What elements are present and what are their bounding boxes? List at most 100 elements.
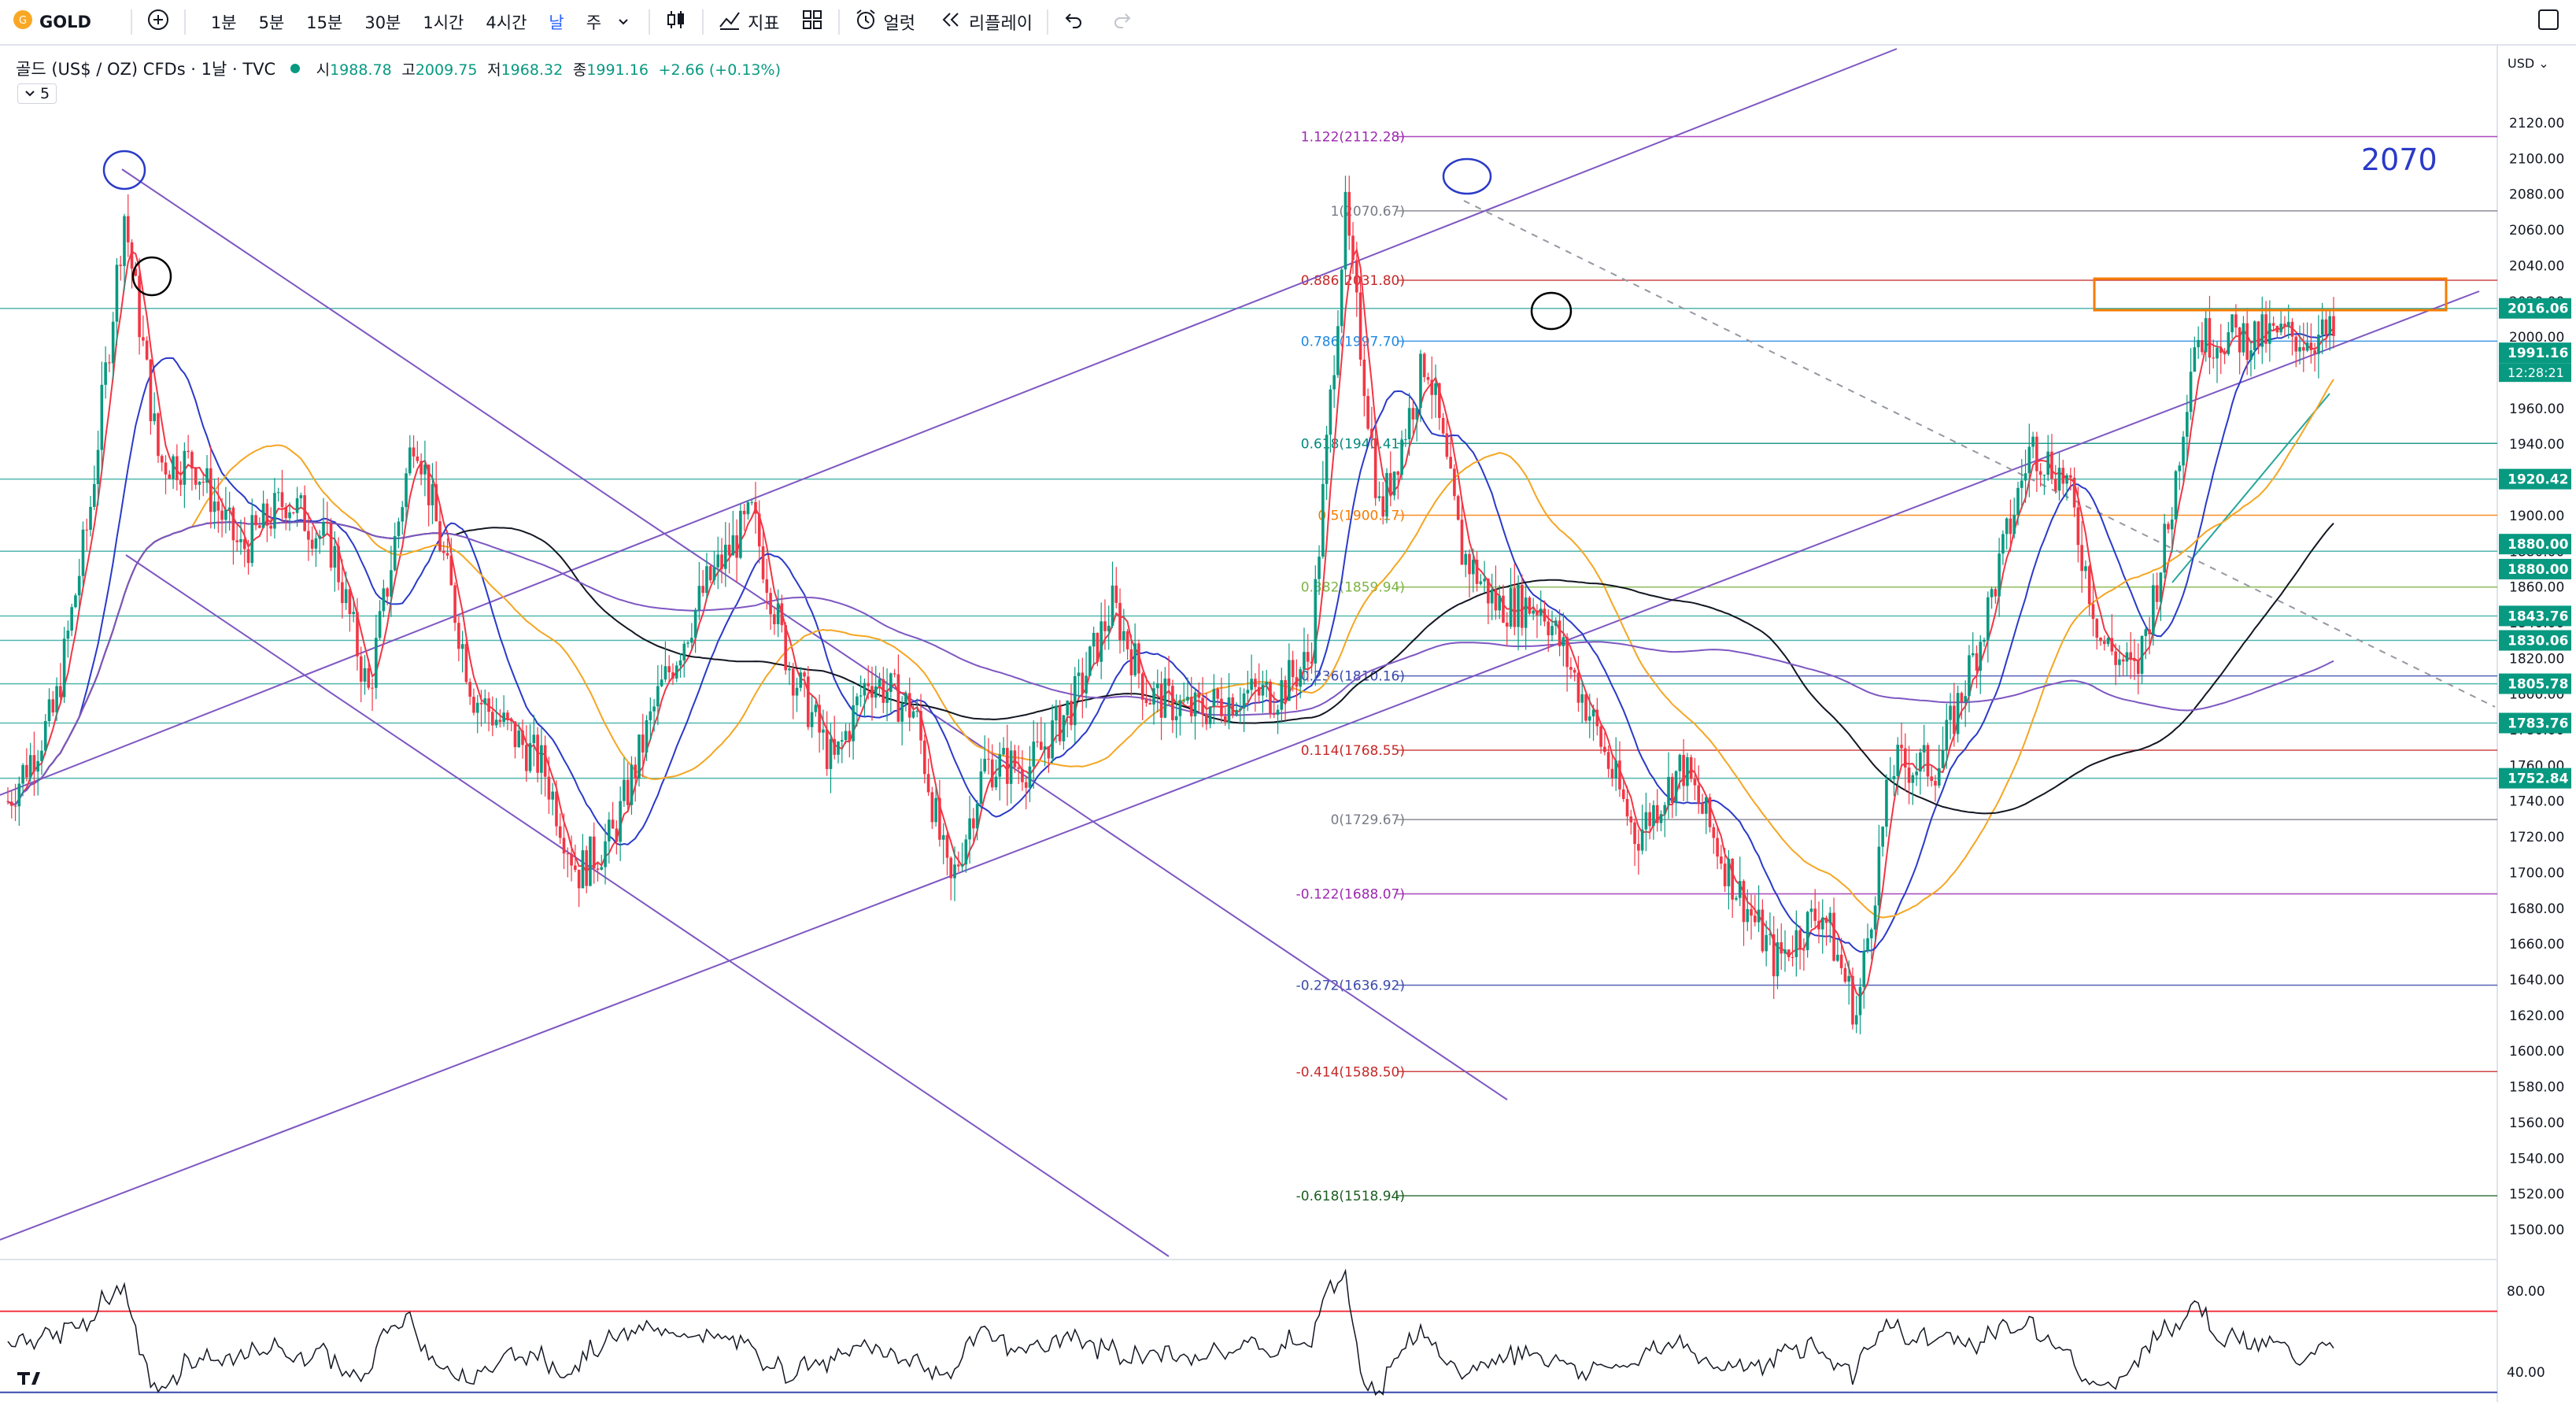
compare-button[interactable] <box>146 0 170 44</box>
candle-body <box>1945 719 1949 750</box>
price-label-1: 1991.16 <box>2508 346 2568 361</box>
replay-button[interactable]: 리플레이 <box>939 0 1033 44</box>
candle-body <box>445 553 449 556</box>
candle-body <box>1772 934 1776 977</box>
candle-body <box>1434 383 1437 395</box>
candle-body <box>878 679 881 686</box>
candle-body <box>2031 436 2035 447</box>
layouts-button[interactable] <box>800 0 824 44</box>
candle-body <box>1907 767 1911 783</box>
candle-body <box>1554 620 1558 627</box>
fib-label-11: -0.272(1636.92) <box>1296 978 1405 994</box>
undo-button[interactable] <box>1063 0 1086 44</box>
price-tick-8: 1960.00 <box>2509 401 2564 417</box>
price-label-0: 2016.06 <box>2508 301 2568 317</box>
candle-body <box>1280 680 1284 710</box>
interval-7[interactable]: 주 <box>586 13 602 32</box>
candle-body <box>1216 689 1219 699</box>
candle-body <box>134 268 138 276</box>
candle-body <box>1178 700 1182 716</box>
legend-title[interactable]: 골드 (US$ / OZ) CFDs · 1날 · TVC <box>16 60 276 79</box>
price-tick-30: 1520.00 <box>2509 1187 2564 1203</box>
candle-body <box>55 686 58 713</box>
candle-body <box>2061 468 2065 484</box>
candle-body <box>367 668 371 688</box>
candle-body <box>1009 750 1013 784</box>
change-value: +2.66 (+0.13%) <box>658 61 781 79</box>
chart-type-button[interactable] <box>664 0 688 44</box>
candle-body <box>390 570 393 597</box>
symbol-search[interactable]: G GOLD <box>13 0 91 44</box>
candle-body <box>359 656 363 682</box>
price-label-bg <box>2499 558 2571 579</box>
interval-1[interactable]: 5분 <box>258 13 285 32</box>
candle-body <box>239 538 242 542</box>
candle-body <box>1242 693 1246 709</box>
candle-body <box>926 774 930 793</box>
fullscreen-button[interactable] <box>2537 0 2560 44</box>
candle-body <box>1697 785 1701 804</box>
candle-body <box>1227 697 1231 723</box>
candle-body <box>1625 798 1629 817</box>
candle-body <box>1343 191 1347 270</box>
diagonal-trend-line <box>2171 393 2330 583</box>
candle-body <box>1720 856 1723 864</box>
annotations[interactable]: 2070 <box>102 142 2448 331</box>
alert-button[interactable]: 얼럿 <box>854 0 915 44</box>
candle-body <box>2035 436 2038 472</box>
candle-body <box>833 738 837 755</box>
candle-body <box>881 679 885 703</box>
candle-body <box>1565 637 1569 668</box>
trend-channel-lines[interactable] <box>0 48 2496 1257</box>
candle-body <box>1532 610 1535 614</box>
interval-6[interactable]: 날 <box>549 13 564 32</box>
price-tick-0: 2120.00 <box>2509 116 2564 131</box>
candle-body <box>1373 438 1377 498</box>
candle-body <box>1866 938 1869 952</box>
candle-body <box>2050 451 2053 479</box>
price-axis[interactable]: USD ⌄ 2120.00 2100.00 2080.00 2060.00 2040.00… <box>2499 56 2571 1238</box>
moving-average-200 <box>7 520 2334 806</box>
candle-body <box>419 461 423 475</box>
interval-0[interactable]: 1분 <box>210 13 237 32</box>
indicator-count: 5 <box>40 85 50 102</box>
indicators-toggle[interactable]: 5 <box>17 83 57 104</box>
chevron-down-icon <box>617 13 630 32</box>
candle-body <box>2193 347 2197 372</box>
candle-body <box>975 803 979 829</box>
interval-2[interactable]: 15분 <box>306 13 343 32</box>
candle-body <box>945 834 949 858</box>
candle-body <box>2242 323 2245 353</box>
candle-body <box>352 612 355 615</box>
interval-4[interactable]: 1시간 <box>423 13 464 32</box>
candle-body <box>17 783 21 807</box>
candle-body <box>1633 822 1636 845</box>
price-label-bg <box>2499 630 2571 651</box>
rsi-tick-1: 40.00 <box>2507 1365 2545 1381</box>
indicators-label: 지표 <box>748 14 780 34</box>
indicators-button[interactable]: 지표 <box>718 0 780 44</box>
candle-body <box>21 764 24 784</box>
candle-body <box>810 712 814 727</box>
interval-5[interactable]: 4시간 <box>486 13 527 32</box>
candle-body <box>1791 956 1794 958</box>
candle-body <box>2080 545 2083 572</box>
candle-body <box>1637 844 1640 851</box>
candle-body <box>220 510 224 520</box>
candle-body <box>74 595 77 608</box>
chart-canvas[interactable]: 1.122(2112.28) 1(2070.67) 0.886(2031.80) 0.… <box>0 46 2576 1402</box>
candle-body <box>1870 929 1873 938</box>
close-label: 종 <box>572 61 587 79</box>
candle-body <box>2197 339 2200 348</box>
candle-body <box>13 805 17 807</box>
candle-body <box>1111 585 1114 626</box>
candle-body <box>2114 651 2117 665</box>
interval-dropdown-button[interactable] <box>612 0 634 44</box>
interval-3[interactable]: 30분 <box>364 13 401 32</box>
fib-retracement[interactable]: 1.122(2112.28) 1(2070.67) 0.886(2031.80) 0.… <box>1296 130 2497 1205</box>
candle-body <box>416 456 419 461</box>
redo-button[interactable] <box>1110 0 1133 44</box>
candle-body <box>2223 353 2227 354</box>
candle-body <box>502 712 505 723</box>
candle-body <box>51 699 55 713</box>
